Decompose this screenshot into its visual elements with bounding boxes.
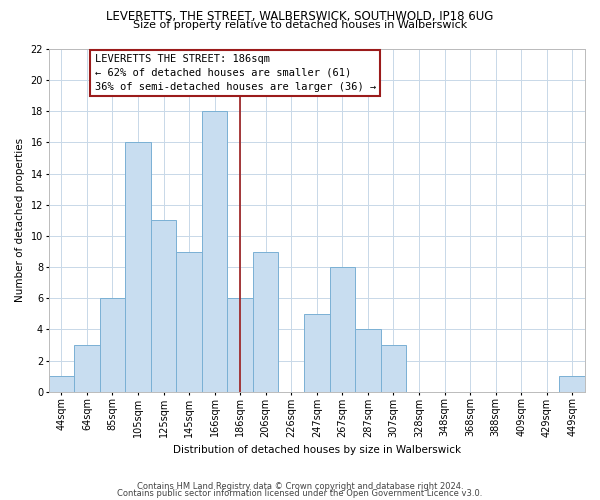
Text: Size of property relative to detached houses in Walberswick: Size of property relative to detached ho… [133,20,467,30]
Bar [380,345,406,392]
Text: Contains HM Land Registry data © Crown copyright and database right 2024.: Contains HM Land Registry data © Crown c… [137,482,463,491]
Bar [100,298,125,392]
Text: LEVERETTS THE STREET: 186sqm
← 62% of detached houses are smaller (61)
36% of se: LEVERETTS THE STREET: 186sqm ← 62% of de… [95,54,376,92]
Text: Contains public sector information licensed under the Open Government Licence v3: Contains public sector information licen… [118,488,482,498]
Text: LEVERETTS, THE STREET, WALBERSWICK, SOUTHWOLD, IP18 6UG: LEVERETTS, THE STREET, WALBERSWICK, SOUT… [106,10,494,23]
Bar [559,376,585,392]
Bar [253,252,278,392]
Bar [125,142,151,392]
Bar [176,252,202,392]
Bar [304,314,329,392]
Y-axis label: Number of detached properties: Number of detached properties [15,138,25,302]
Bar [151,220,176,392]
Bar [355,330,380,392]
Bar [74,345,100,392]
Bar [49,376,74,392]
Bar [227,298,253,392]
Bar [202,112,227,392]
Bar [329,267,355,392]
X-axis label: Distribution of detached houses by size in Walberswick: Distribution of detached houses by size … [173,445,461,455]
